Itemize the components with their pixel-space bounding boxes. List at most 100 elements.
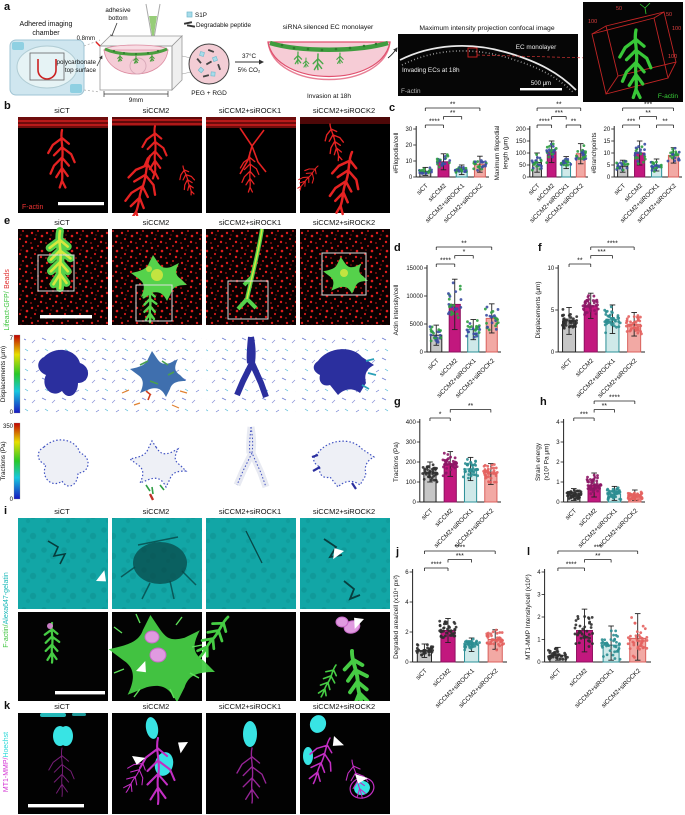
data-point [587, 294, 591, 297]
y-tick-label: 6 [405, 570, 409, 576]
data-point [427, 171, 431, 174]
data-point [639, 152, 643, 156]
data-point [455, 465, 459, 469]
e-header-siCCM2-siROCK2: siCCM2+siROCK2 [313, 218, 375, 227]
data-point [591, 490, 595, 494]
data-point [636, 156, 640, 160]
data-point [421, 472, 425, 475]
data-point [535, 164, 539, 168]
data-point [450, 313, 453, 317]
data-point [643, 627, 647, 631]
data-point [426, 646, 429, 650]
data-point [455, 312, 459, 316]
data-point [535, 153, 538, 156]
data-point [547, 148, 551, 152]
data-point [613, 650, 617, 654]
y-tick-label: 3 [556, 440, 560, 446]
data-point [638, 319, 642, 323]
y-tick-label: 1 [537, 638, 541, 644]
data-point [675, 153, 679, 157]
data-point [426, 468, 429, 472]
data-point [589, 483, 593, 487]
data-point [636, 645, 640, 649]
data-point [555, 647, 558, 650]
sig-label: ** [450, 102, 456, 109]
data-point [609, 629, 613, 633]
data-point [490, 466, 493, 470]
data-point [605, 309, 609, 313]
data-point [545, 149, 549, 152]
data-point [566, 163, 570, 167]
data-point [560, 654, 564, 658]
data-point [532, 162, 536, 166]
data-point [613, 494, 617, 498]
data-point [489, 476, 493, 480]
sig-label: ** [468, 403, 474, 410]
x-tick-label: siCT [415, 667, 429, 681]
chart-actin-intensity: 0 5000 10000 15000 Actin intensity/cell siCT s… [392, 241, 504, 399]
data-point [447, 161, 451, 165]
data-point [624, 160, 627, 163]
data-point [601, 645, 604, 649]
data-point [561, 657, 565, 661]
y-axis-label: MT1-MMP Intensity/cell (x10⁶) [525, 574, 532, 660]
data-point [454, 625, 458, 629]
data-point [423, 471, 427, 474]
data-point [451, 463, 455, 466]
chart-displacements: 0 5 10 Displacements (μm) siCT siCCM2 siCCM2+s… [534, 241, 648, 399]
data-point [425, 643, 429, 647]
data-point [485, 313, 488, 317]
b-scalebar [58, 202, 104, 206]
data-point [429, 333, 433, 337]
data-point [551, 152, 554, 156]
data-point [467, 473, 471, 476]
data-point [659, 165, 663, 169]
data-point [493, 314, 496, 318]
b-image-1: F-actin [18, 117, 108, 213]
data-point [609, 320, 613, 324]
x-tick-label: siCCM2+siROCK2 [597, 357, 639, 399]
y-tick-label: 200 [516, 127, 527, 133]
sig-label: **** [566, 562, 577, 569]
data-point [428, 469, 432, 473]
k-image-4 [300, 715, 375, 802]
y-tick-label: 0 [409, 175, 413, 181]
thickness-label: 0.8mm [77, 36, 95, 42]
data-point [573, 632, 577, 636]
chart-svg-max-filopodial-length: 0 50 100 150 200 Maximum filopodial length (μm… [494, 102, 588, 224]
data-point [617, 320, 621, 323]
data-point [466, 320, 469, 324]
data-point [455, 461, 459, 465]
x-tick-label: siCT [564, 507, 578, 521]
data-point [462, 167, 465, 171]
data-point [453, 628, 457, 631]
data-point [477, 331, 481, 334]
data-point [595, 479, 599, 483]
data-point [490, 638, 494, 642]
peptide-icon [183, 21, 193, 25]
data-point [594, 487, 598, 490]
data-point [558, 657, 562, 661]
scalebar [520, 88, 562, 91]
panel-k-images: siCT siCCM2 siCCM2+siROCK1 siCCM2+siROCK… [3, 702, 390, 814]
sig-label: **** [454, 545, 465, 552]
data-point [645, 639, 649, 642]
data-point [498, 631, 502, 634]
legend-peptide: Degradable peptide [196, 22, 251, 29]
i-scalebar [55, 691, 105, 695]
data-point [428, 325, 432, 329]
panel-letter-d: d [394, 242, 401, 254]
data-point [446, 457, 450, 460]
data-point [592, 294, 596, 298]
data-point [657, 165, 661, 169]
width-label: 9mm [129, 97, 143, 104]
cube-tick-5: 100 [668, 54, 677, 60]
sig-label: *** [594, 545, 602, 552]
data-point [458, 284, 462, 288]
data-point [551, 142, 555, 146]
data-point [564, 323, 568, 327]
data-point [447, 460, 451, 464]
data-point [418, 171, 422, 175]
chart-mt1-mmp-intensity: 0 1 2 3 4 MT1-MMP Intensity/cell (x10⁶) siCT si… [524, 545, 654, 709]
